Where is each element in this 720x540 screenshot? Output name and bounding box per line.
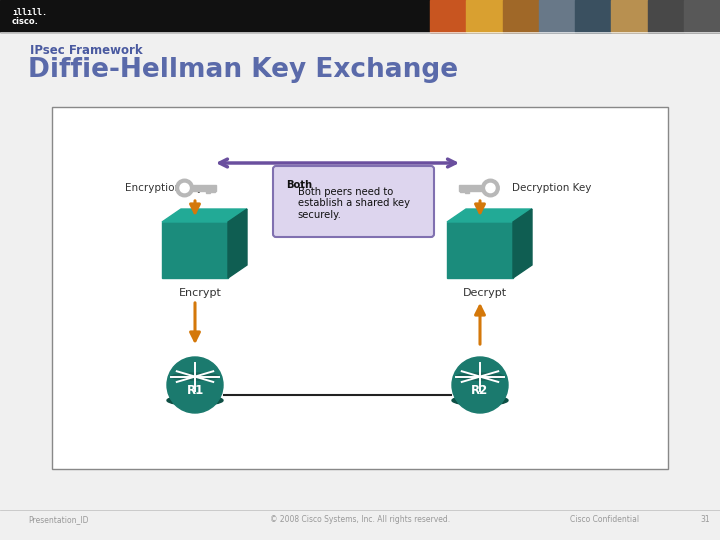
Text: R1: R1 xyxy=(186,383,204,396)
Circle shape xyxy=(482,179,499,197)
Text: Both peers need to
establish a shared key
securely.: Both peers need to establish a shared ke… xyxy=(297,187,410,220)
Text: Diffie-Hellman Key Exchange: Diffie-Hellman Key Exchange xyxy=(28,57,458,83)
Polygon shape xyxy=(447,209,532,222)
Text: Decrypt: Decrypt xyxy=(463,288,507,298)
Circle shape xyxy=(486,184,495,193)
Text: IPsec Framework: IPsec Framework xyxy=(30,44,143,57)
Polygon shape xyxy=(162,222,228,278)
Circle shape xyxy=(180,184,189,193)
Bar xyxy=(211,188,215,192)
Ellipse shape xyxy=(171,373,219,380)
Bar xyxy=(464,188,469,193)
Bar xyxy=(647,0,684,32)
Bar xyxy=(184,186,216,191)
Text: Encrypt: Encrypt xyxy=(179,288,222,298)
Text: Cisco Confidential: Cisco Confidential xyxy=(570,516,639,524)
Bar xyxy=(684,0,720,32)
Polygon shape xyxy=(447,222,513,278)
Bar xyxy=(460,188,464,192)
Text: © 2008 Cisco Systems, Inc. All rights reserved.: © 2008 Cisco Systems, Inc. All rights re… xyxy=(270,516,450,524)
Text: Decryption Key: Decryption Key xyxy=(512,183,591,193)
Text: Presentation_ID: Presentation_ID xyxy=(28,516,89,524)
Ellipse shape xyxy=(452,395,508,406)
Bar xyxy=(0,0,720,32)
Text: ıllıll.: ıllıll. xyxy=(12,8,47,17)
Bar xyxy=(575,0,611,32)
Text: Encryption Key: Encryption Key xyxy=(125,183,203,193)
Bar xyxy=(503,0,539,32)
Bar xyxy=(539,0,575,32)
Ellipse shape xyxy=(456,373,504,380)
Bar xyxy=(52,107,668,469)
Text: Both: Both xyxy=(286,180,312,190)
FancyBboxPatch shape xyxy=(273,166,434,237)
Text: cisco.: cisco. xyxy=(12,17,39,26)
Text: 31: 31 xyxy=(700,516,710,524)
Text: R2: R2 xyxy=(472,383,489,396)
Circle shape xyxy=(167,357,223,413)
Bar xyxy=(611,0,647,32)
Bar xyxy=(467,0,503,32)
Bar xyxy=(430,0,467,32)
Polygon shape xyxy=(228,209,247,278)
Polygon shape xyxy=(513,209,532,278)
Polygon shape xyxy=(162,209,247,222)
Circle shape xyxy=(176,179,194,197)
Circle shape xyxy=(452,357,508,413)
Bar xyxy=(207,188,210,193)
Ellipse shape xyxy=(167,395,223,406)
Bar xyxy=(459,186,490,191)
